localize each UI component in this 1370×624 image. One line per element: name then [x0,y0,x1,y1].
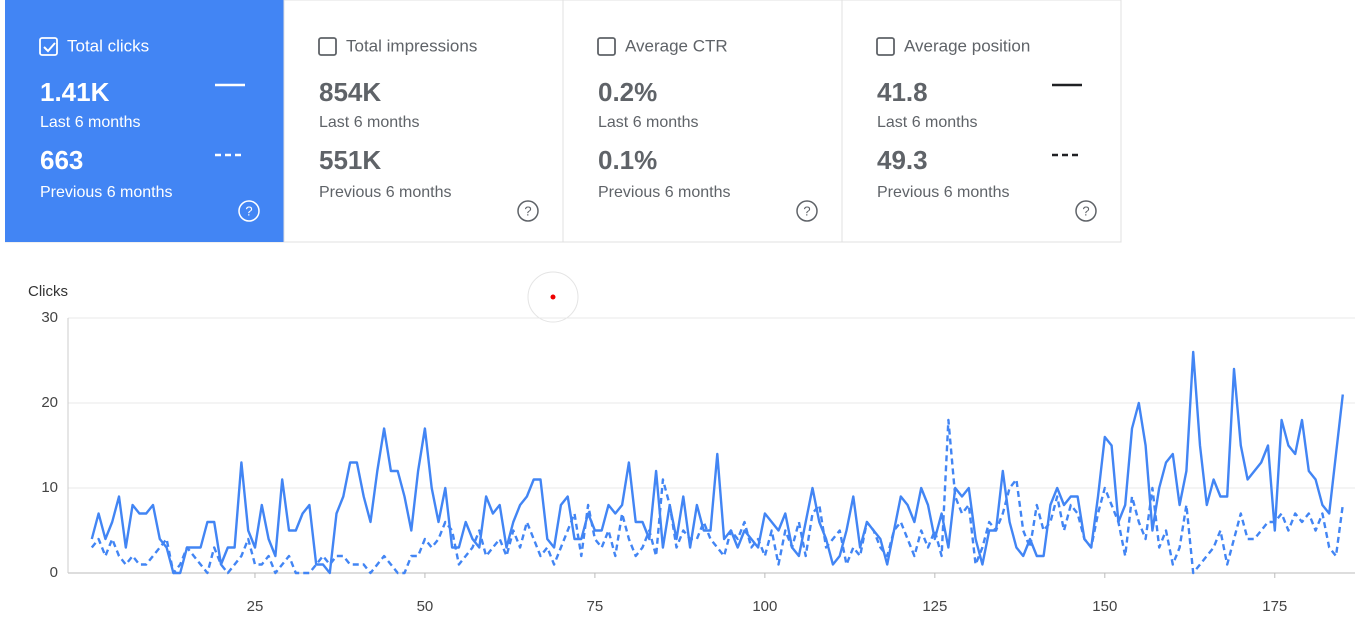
help-icon[interactable] [517,200,539,222]
checkbox[interactable] [318,37,337,56]
help-icon[interactable] [1075,200,1097,222]
period-label: Last 6 months [40,114,141,131]
y-tick-label: 30 [41,309,58,326]
metric-value: 0.2% [598,77,657,107]
help-icon[interactable] [238,200,260,222]
y-axis-label: Clicks [28,283,68,300]
prev-period-label: Previous 6 months [319,184,452,201]
metric-label: Average position [904,36,1030,55]
help-icon[interactable] [796,200,818,222]
x-tick-label: 175 [1262,598,1287,615]
metric-value: 854K [319,77,381,107]
metric-card[interactable] [283,0,564,243]
checkbox[interactable] [876,37,895,56]
x-tick-label: 100 [752,598,777,615]
x-tick-label: 25 [247,598,264,615]
help-mark: ? [803,203,810,218]
metric-value: 41.8 [877,77,928,107]
checkbox[interactable] [39,37,58,56]
y-tick-label: 20 [41,394,58,411]
x-tick-label: 125 [922,598,947,615]
series-line [90,350,1344,575]
metric-label: Average CTR [625,36,728,55]
metric-card[interactable] [841,0,1122,243]
prev-period-label: Previous 6 months [877,184,1010,201]
x-tick-label: 50 [417,598,434,615]
help-mark: ? [245,203,252,218]
metric-label: Total clicks [67,36,149,55]
checkmark [43,42,56,53]
y-tick-label: 0 [50,564,58,581]
metric-label: Total impressions [346,36,477,55]
help-mark: ? [524,203,531,218]
metric-card[interactable] [562,0,843,243]
prev-metric-value: 0.1% [598,145,657,175]
period-label: Last 6 months [598,114,699,131]
period-label: Last 6 months [877,114,978,131]
cursor-dot [550,294,556,300]
prev-period-label: Previous 6 months [40,184,173,201]
y-tick-label: 10 [41,479,58,496]
prev-metric-value: 663 [40,145,83,175]
prev-metric-value: 49.3 [877,145,928,175]
help-mark: ? [1082,203,1089,218]
prev-period-label: Previous 6 months [598,184,731,201]
metric-card[interactable] [5,0,284,242]
x-tick-label: 75 [587,598,604,615]
comparison-line [90,418,1344,575]
checkbox[interactable] [597,37,616,56]
period-label: Last 6 months [319,114,420,131]
cursor-ring [527,271,579,323]
metric-value: 1.41K [40,77,110,107]
prev-metric-value: 551K [319,145,381,175]
x-tick-label: 150 [1092,598,1117,615]
